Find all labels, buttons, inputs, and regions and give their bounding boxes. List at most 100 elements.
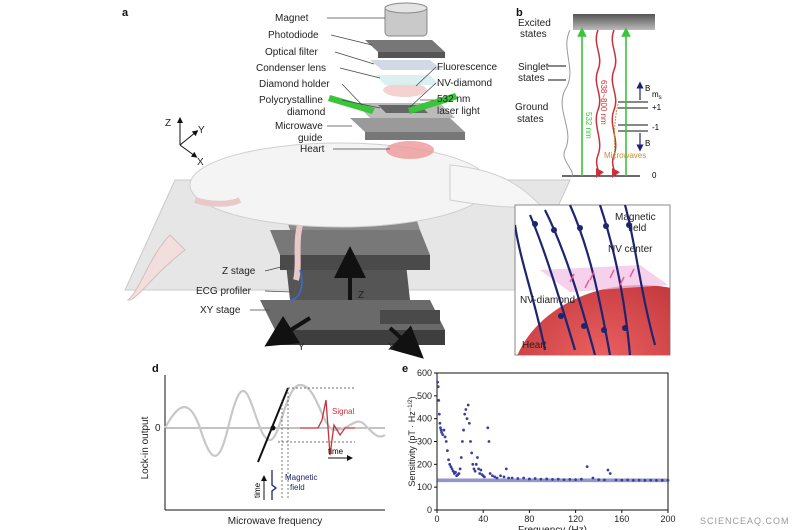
e-data-point (562, 478, 566, 482)
e-data-point (454, 470, 457, 474)
e-data-point (585, 465, 589, 469)
condenser-lens (375, 75, 440, 85)
e-data-point (459, 456, 463, 459)
e-data-point (533, 477, 537, 480)
e-data-point (469, 440, 472, 443)
axis-label-y: Y (198, 125, 205, 136)
nv-diamond-label-c: NV-diamond (520, 295, 575, 306)
d-zero-label: 0 (155, 423, 161, 434)
e-data-point (437, 412, 441, 416)
label-laser-2: laser light (437, 106, 480, 117)
e-data-point (660, 478, 664, 482)
e-data-point (545, 477, 549, 481)
label-z-stage: Z stage (222, 266, 256, 277)
d-time-label-h: time (328, 447, 344, 456)
photodiode (365, 40, 445, 52)
d-sine-curve (164, 383, 386, 457)
e-data-point (655, 478, 658, 482)
magnetic-field-lines (515, 205, 657, 355)
e-xtick-label: 160 (614, 514, 629, 524)
label-polycrystalline-1: Polycrystalline (259, 95, 323, 106)
e-data-point (437, 399, 441, 402)
fluorescence-glow (383, 83, 427, 97)
laser-beam-in (328, 95, 375, 114)
e-data-point (450, 467, 454, 471)
e-ytick-label: 300 (417, 437, 432, 447)
label-microwave-1: Microwave (275, 121, 323, 132)
stage-arrows (264, 246, 424, 359)
e-data-point (491, 474, 494, 478)
e-xtick-label: 120 (568, 514, 583, 524)
e-ytick-label: 200 (417, 459, 432, 469)
e-data-point (626, 478, 629, 482)
b-up-label: B (645, 84, 650, 93)
e-data-point (608, 472, 612, 475)
label-magnet: Magnet (275, 13, 309, 24)
e-data-point (597, 478, 601, 482)
heart-sphere (517, 285, 670, 355)
e-data-point (444, 440, 448, 443)
e-data-point (479, 468, 483, 472)
ground-2: states (517, 114, 544, 125)
e-ytick-label: 400 (417, 414, 432, 424)
panel-d-label: d (152, 363, 159, 375)
watermark: SCIENCEAQ.COM (700, 516, 790, 526)
e-xtick-label: 200 (660, 514, 675, 524)
panel-d: d 0 Lock-in output Microwave frequency S… (140, 363, 386, 527)
coordinate-axes (177, 117, 199, 158)
e-data-point (447, 458, 450, 462)
d-signal-label: Signal (332, 407, 354, 416)
ms-label: ms (652, 90, 662, 101)
e-data-point (443, 435, 447, 439)
e-data-point (539, 477, 543, 481)
e-data-point (551, 478, 554, 481)
d-ylabel: Lock-in output (140, 416, 151, 479)
nv-center-label: NV center (608, 244, 653, 255)
d-xlabel: Microwave frequency (228, 516, 322, 527)
sensitivity-chart: 0 100 200 300 400 500 600 0 40 80 120 160 200 Frequen… (407, 368, 676, 530)
e-data-point (470, 451, 474, 455)
heart-label-c: Heart (522, 340, 547, 351)
e-data-point (466, 403, 470, 407)
e-data-point (574, 478, 577, 482)
stage-label-z: Z (358, 290, 364, 301)
e-ytick-label: 500 (417, 391, 432, 401)
e-data-point (502, 475, 506, 479)
e-xtick-label: 40 (478, 514, 488, 524)
panel-e: e 0 100 200 300 400 500 600 0 40 80 120 160 200 Frequ… (402, 363, 676, 530)
panel-c: c (514, 204, 671, 356)
e-data-point (451, 469, 455, 473)
axis-label-x: X (197, 157, 204, 168)
e-xtick-label: 80 (524, 514, 534, 524)
e-data-point (631, 478, 635, 482)
e-data-point (471, 462, 475, 466)
magnetic-label-1: Magnetic (615, 212, 656, 223)
microwave-guide (350, 118, 465, 132)
microwaves-label: Microwaves (604, 151, 646, 160)
e-data-point (637, 478, 641, 482)
e-data-point (439, 426, 442, 430)
e-data-point (474, 462, 478, 466)
e-data-point (441, 433, 445, 437)
excited-1: Excited (518, 18, 551, 29)
singlet-2: states (518, 73, 545, 84)
e-data-point (462, 428, 465, 432)
singlet-1: Singlet (518, 62, 549, 73)
d-guides (278, 387, 355, 500)
e-data-point (507, 476, 511, 480)
field-arrowheads (532, 221, 632, 333)
stage-label-y: Y (298, 342, 305, 353)
e-data-point (464, 408, 468, 411)
rat-leg-rear (293, 224, 303, 281)
label-heart: Heart (300, 144, 325, 155)
label-nv-diamond: NV-diamond (437, 78, 492, 89)
e-data-point (528, 477, 531, 481)
rat-leg-front (194, 197, 242, 207)
e-data-point (666, 478, 670, 482)
e-data-point (522, 476, 526, 480)
e-data-point (465, 417, 469, 421)
emission-arrow-2 (611, 29, 621, 179)
panel-e-label: e (402, 363, 408, 375)
e-data-point (487, 440, 491, 443)
